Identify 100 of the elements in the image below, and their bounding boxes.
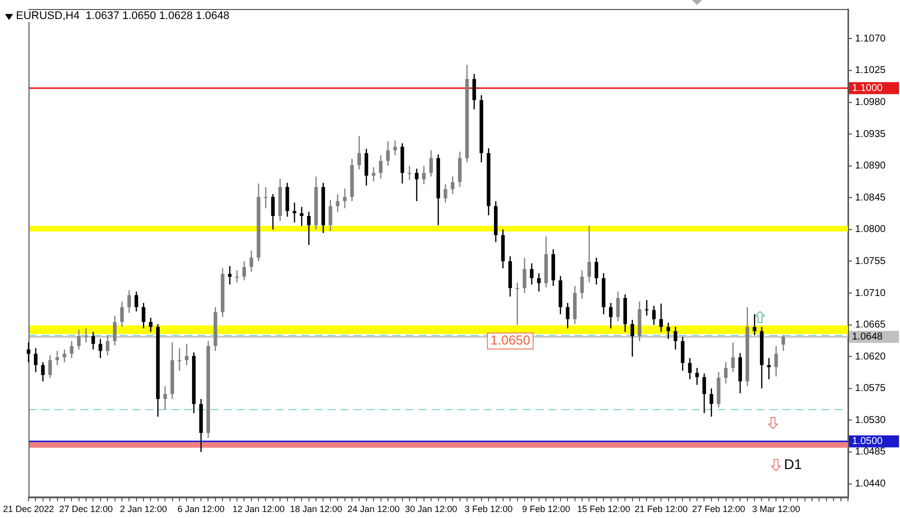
candlestick	[702, 372, 706, 414]
ref-line-label: 1.0648	[852, 332, 884, 343]
x-tick-label: 6 Jan 12:00	[178, 504, 225, 514]
candlestick	[652, 305, 656, 326]
candlestick	[644, 299, 649, 316]
candlestick	[228, 266, 232, 286]
candlestick	[659, 303, 663, 332]
candlestick	[336, 194, 340, 212]
candlestick	[752, 314, 756, 336]
candlestick	[587, 225, 592, 284]
candlestick	[378, 154, 383, 180]
candlestick	[184, 343, 188, 366]
candlestick	[307, 211, 311, 246]
candlestick	[393, 140, 397, 156]
candlestick	[774, 345, 778, 377]
x-tick-label: 12 Jan 12:00	[232, 504, 285, 514]
x-tick-label: 18 Jan 12:00	[290, 504, 342, 514]
x-tick-label: 3 Feb 12:00	[464, 504, 513, 514]
candlestick	[264, 186, 268, 209]
candlestick	[84, 328, 88, 344]
y-tick-label: 1.0710	[855, 288, 886, 299]
candlestick	[300, 206, 304, 226]
x-tick-label: 27 Dec 12:00	[59, 504, 113, 514]
y-tick-label: 1.0485	[855, 446, 886, 458]
candlestick	[408, 165, 412, 181]
candlestick	[674, 326, 678, 350]
candlestick	[163, 386, 167, 410]
candlestick	[429, 150, 433, 178]
candlestick	[616, 291, 620, 322]
y-tick-label: 1.0890	[855, 160, 886, 172]
y-tick-label: 1.0800	[855, 224, 886, 236]
x-tick-label: 21 Dec 2022	[2, 504, 54, 514]
y-tick-label: 1.0755	[855, 256, 886, 267]
band-label: 1.0650	[490, 332, 530, 348]
candlestick	[70, 340, 74, 359]
candlestick	[537, 272, 541, 292]
candlestick	[710, 388, 714, 418]
candlestick	[580, 270, 584, 300]
y-tick-label: 1.0845	[855, 192, 886, 204]
candlestick	[688, 357, 692, 380]
annotation: D1	[784, 456, 802, 472]
candlestick	[630, 319, 634, 358]
candlestick	[242, 260, 246, 281]
candlestick	[450, 176, 454, 195]
candlestick	[386, 140, 390, 166]
x-tick-label: 24 Jan 12:00	[348, 504, 400, 514]
candlestick	[250, 250, 254, 272]
y-tick-label: 1.0530	[855, 414, 886, 426]
candlestick	[62, 348, 66, 363]
ref-line-label: 1.0500	[852, 436, 884, 448]
candlestick	[364, 148, 368, 186]
y-tick-label: 1.0935	[855, 128, 886, 140]
x-tick-label: 21 Feb 12:00	[634, 504, 688, 514]
candlestick	[328, 199, 332, 232]
y-tick-label: 1.0620	[855, 351, 886, 362]
candlestick	[98, 338, 102, 359]
candlestick	[566, 302, 570, 329]
candlestick	[594, 257, 598, 286]
candlestick	[134, 291, 138, 312]
candlestick	[522, 257, 526, 294]
y-tick-label: 1.0575	[855, 383, 886, 394]
ref-line-label: 1.1000	[852, 82, 884, 94]
candlestick	[414, 168, 418, 202]
x-tick-label: 9 Feb 12:00	[522, 504, 570, 514]
candlestick	[77, 329, 81, 350]
candlestick	[767, 357, 771, 380]
candlestick	[724, 362, 728, 384]
candlestick	[516, 282, 520, 326]
candlestick	[292, 202, 296, 223]
candlestick	[142, 302, 146, 329]
x-tick-label: 30 Jan 12:00	[405, 504, 458, 514]
y-tick-label: 1.0980	[855, 97, 886, 108]
candlestick	[41, 362, 45, 382]
x-tick-label: 15 Feb 12:00	[577, 504, 630, 514]
y-tick-label: 1.1070	[855, 33, 886, 44]
candlestick	[472, 73, 476, 110]
candlestick	[34, 348, 38, 373]
candlestick	[731, 342, 735, 373]
candlestick	[782, 334, 786, 352]
candlestick	[422, 165, 426, 185]
chart-title: EURUSD,H4 1.0637 1.0650 1.0628 1.0648	[16, 10, 230, 22]
candlestick	[343, 188, 347, 209]
candlestick	[357, 136, 361, 170]
candlestick	[127, 290, 131, 314]
y-tick-label: 1.0440	[855, 478, 886, 490]
candlestick	[680, 336, 684, 372]
candlestick	[178, 348, 182, 372]
candlestick	[48, 354, 52, 378]
candlestick	[91, 331, 96, 350]
x-tick-label: 2 Jan 12:00	[120, 504, 168, 514]
candlestick	[444, 184, 448, 204]
candlestick	[695, 367, 699, 386]
candlestick	[608, 302, 613, 329]
y-tick-label: 1.1025	[855, 65, 886, 76]
x-tick-label: 3 Mar 12:00	[752, 504, 800, 514]
candlestick	[112, 315, 117, 346]
candlestick	[148, 317, 153, 332]
candlestick	[235, 270, 239, 284]
candlestick	[120, 300, 124, 328]
candlestick	[530, 262, 534, 286]
